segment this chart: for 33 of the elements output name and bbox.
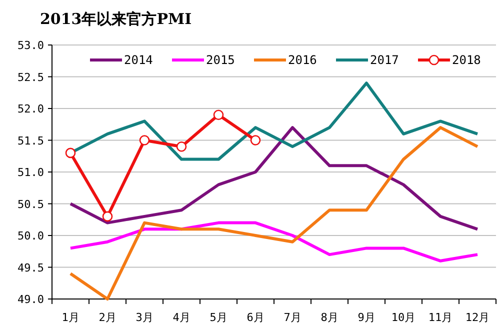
ytick: 52.0 bbox=[18, 102, 44, 116]
point bbox=[102, 211, 113, 222]
ytick: 51.5 bbox=[18, 134, 44, 148]
point bbox=[250, 135, 261, 146]
legend-label: 2014 bbox=[124, 53, 153, 67]
xtick: 1月 bbox=[62, 311, 80, 324]
legend-label: 2017 bbox=[370, 53, 399, 67]
xtick: 3月 bbox=[136, 311, 154, 324]
ytick: 49.5 bbox=[18, 261, 44, 274]
xtick: 10月 bbox=[391, 311, 416, 324]
title: 2013年以来官方PMI bbox=[40, 10, 192, 28]
xtick: 4月 bbox=[172, 311, 190, 324]
legend-label: 2016 bbox=[288, 53, 317, 67]
ytick: 49.0 bbox=[18, 293, 44, 306]
legend-label: 2015 bbox=[206, 53, 235, 67]
point bbox=[213, 110, 224, 120]
point bbox=[65, 148, 76, 158]
ytick: 53.0 bbox=[18, 39, 44, 52]
legend-label: 2018 bbox=[452, 53, 481, 67]
point bbox=[176, 141, 187, 152]
xtick: 5月 bbox=[210, 311, 228, 324]
ytick: 50.5 bbox=[18, 198, 44, 211]
xtick: 11月 bbox=[428, 311, 453, 324]
xtick: 6月 bbox=[246, 311, 264, 324]
xtick: 8月 bbox=[320, 311, 338, 324]
point bbox=[139, 135, 150, 146]
xtick: 9月 bbox=[358, 311, 376, 324]
ytick: 52.5 bbox=[18, 70, 44, 84]
ytick: 50.0 bbox=[18, 230, 44, 242]
xtick: 7月 bbox=[284, 311, 302, 324]
xtick: 2月 bbox=[98, 311, 116, 324]
ytick: 51.0 bbox=[18, 166, 44, 179]
xtick: 12月 bbox=[465, 311, 490, 324]
